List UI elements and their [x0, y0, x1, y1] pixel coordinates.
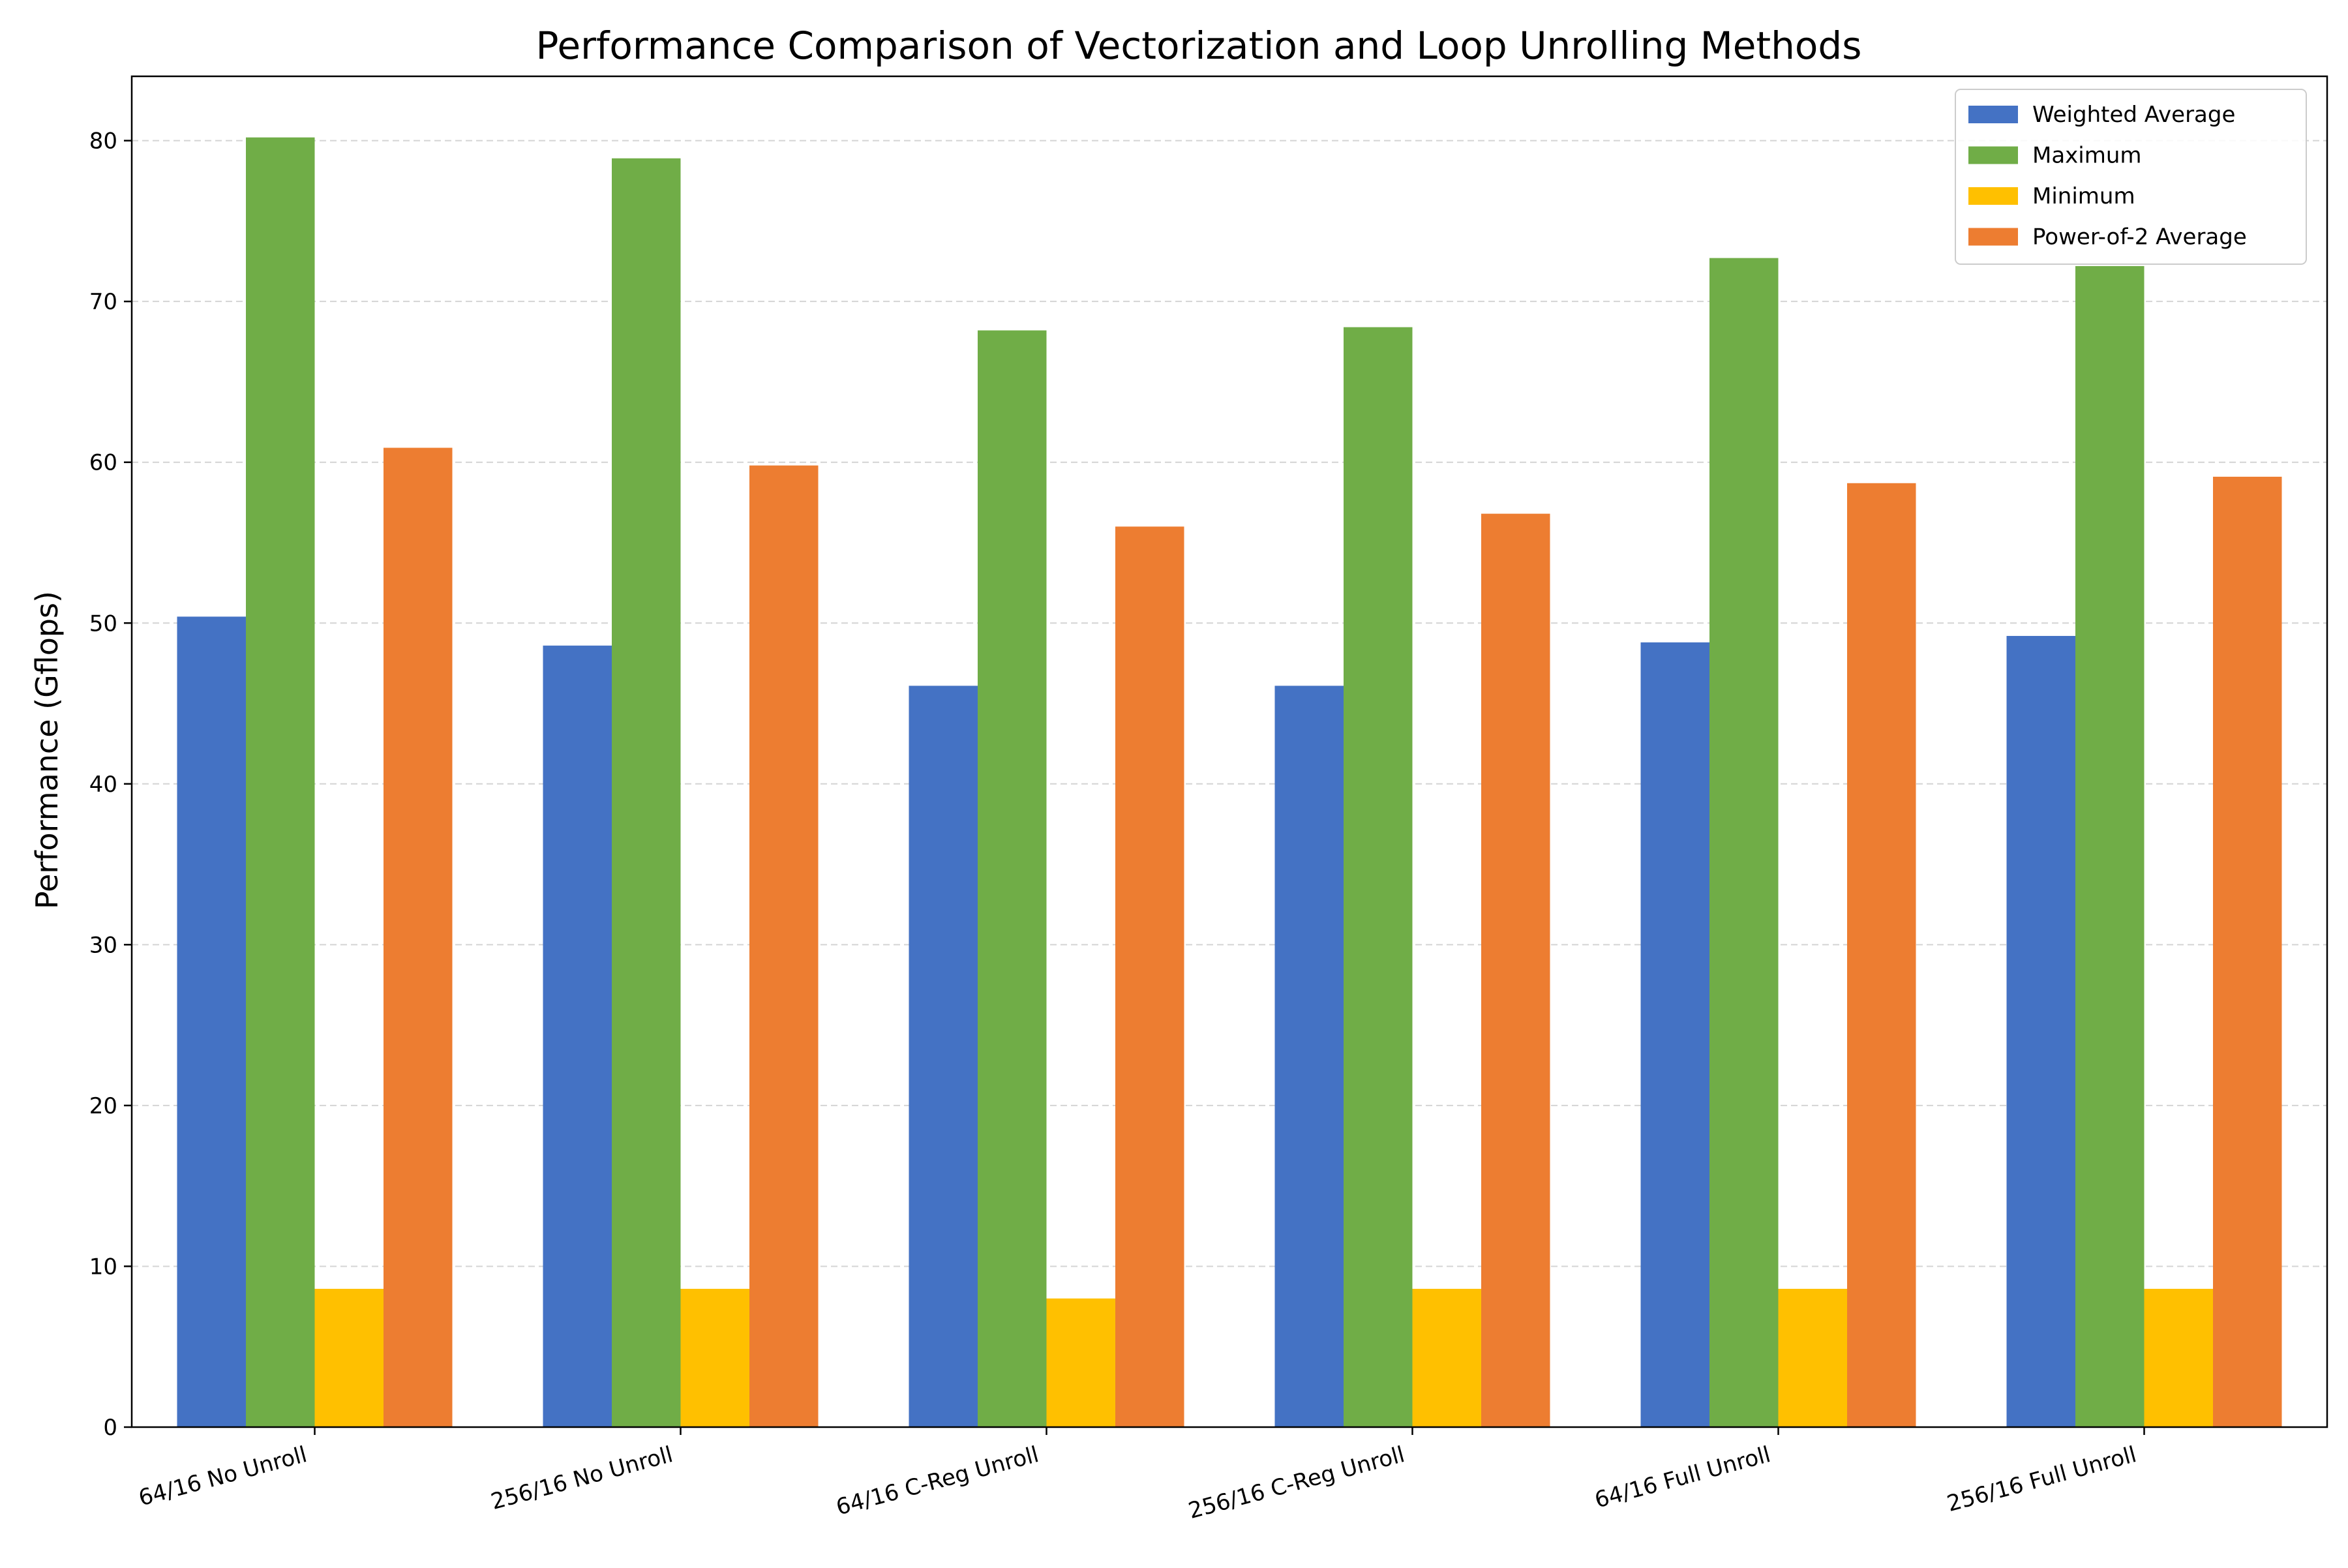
- legend-swatch: [1968, 106, 2018, 123]
- grid-lines: [132, 140, 2327, 1428]
- bar-minimum-4: [1778, 1288, 1847, 1427]
- bar-power-of-2-average-2: [1115, 526, 1184, 1428]
- y-tick-label: 20: [89, 1093, 117, 1119]
- x-tick-label: 64/16 Full Unroll: [1592, 1441, 1773, 1513]
- legend: Weighted Average Maximum Minimum Power-of-2…: [1955, 89, 2307, 265]
- bar-minimum-5: [2144, 1288, 2213, 1427]
- bar-maximum-3: [1344, 327, 1413, 1428]
- chart-title: Performance Comparison of Vectorization …: [536, 23, 1862, 68]
- x-tick-label: 256/16 No Unroll: [488, 1441, 675, 1515]
- bar-maximum-1: [612, 158, 681, 1428]
- legend-label: Maximum: [2032, 143, 2142, 169]
- legend-box: [1955, 89, 2307, 265]
- bar-weighted-average-4: [1640, 642, 1709, 1427]
- bar-minimum-0: [314, 1288, 384, 1427]
- bar-power-of-2-average-4: [1847, 483, 1916, 1427]
- y-tick-label: 70: [89, 289, 117, 315]
- y-axis-label: Performance (Gflops): [29, 591, 65, 909]
- bars: [177, 137, 2282, 1428]
- legend-label: Power-of-2 Average: [2032, 224, 2247, 250]
- y-tick-label: 40: [89, 772, 117, 798]
- bar-weighted-average-5: [2006, 635, 2075, 1427]
- bar-power-of-2-average-5: [2213, 476, 2282, 1427]
- bar-maximum-4: [1709, 258, 1779, 1427]
- bar-maximum-2: [978, 330, 1047, 1428]
- bar-minimum-1: [680, 1288, 749, 1427]
- bar-power-of-2-average-1: [749, 465, 819, 1427]
- bar-power-of-2-average-3: [1481, 513, 1550, 1427]
- x-tick-label: 256/16 C-Reg Unroll: [1186, 1441, 1407, 1524]
- y-tick-label: 50: [89, 611, 117, 637]
- x-tick-label: 64/16 No Unroll: [136, 1441, 310, 1511]
- x-tick-label: 64/16 C-Reg Unroll: [834, 1441, 1042, 1520]
- legend-swatch: [1968, 228, 2018, 246]
- bar-weighted-average-2: [909, 686, 978, 1427]
- x-ticks: 64/16 No Unroll 256/16 No Unroll 64/16 C-R…: [136, 1427, 2145, 1524]
- y-tick-label: 60: [89, 450, 117, 476]
- legend-label: Weighted Average: [2032, 102, 2235, 128]
- plot-frame: [130, 75, 2328, 1428]
- bar-maximum-5: [2075, 265, 2145, 1428]
- bar-weighted-average-3: [1274, 686, 1344, 1427]
- bar-minimum-3: [1412, 1288, 1481, 1427]
- legend-swatch: [1968, 146, 2018, 164]
- y-tick-label: 0: [103, 1415, 117, 1441]
- y-ticks: 0 10 20 30 40 50 60 70 80: [89, 128, 132, 1441]
- legend-label: Minimum: [2032, 183, 2135, 209]
- x-tick-label: 256/16 Full Unroll: [1944, 1441, 2139, 1517]
- bar-weighted-average-1: [543, 645, 612, 1427]
- y-tick-label: 10: [89, 1254, 117, 1280]
- y-tick-label: 80: [89, 128, 117, 155]
- bar-weighted-average-0: [177, 616, 246, 1427]
- legend-swatch: [1968, 187, 2018, 205]
- bar-maximum-0: [246, 137, 315, 1427]
- y-tick-label: 30: [89, 932, 117, 958]
- bar-power-of-2-average-0: [384, 447, 453, 1427]
- axes: [130, 75, 2328, 1428]
- bar-minimum-2: [1046, 1298, 1115, 1427]
